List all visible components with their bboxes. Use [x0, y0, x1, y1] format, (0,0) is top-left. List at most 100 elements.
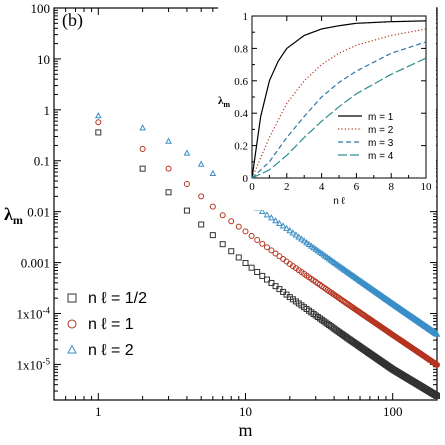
- inset-x-axis-label: n ℓ: [333, 196, 345, 207]
- data-point: [254, 236, 261, 243]
- data-point: [268, 247, 275, 254]
- data-point: [268, 214, 275, 221]
- data-point: [342, 267, 350, 274]
- data-point: [286, 226, 294, 234]
- data-point: [198, 221, 205, 228]
- data-point: [165, 137, 172, 144]
- data-point: [209, 203, 216, 210]
- data-point: [263, 211, 271, 218]
- data-point: [295, 233, 303, 240]
- inset-plot: 0 2 4 6 8 10 0 0.2 0.4 0.6 0.8 1 λm n ℓ m = 1 m = 2 m = …: [218, 4, 436, 210]
- data-point: [345, 268, 352, 276]
- legend-label: n ℓ = 1: [88, 316, 134, 333]
- inset-legend-label: m = 3: [368, 138, 394, 149]
- inset-y-tick-label: 0.8: [234, 43, 248, 55]
- data-point: [259, 272, 266, 279]
- data-point: [341, 266, 348, 273]
- data-point: [272, 250, 279, 257]
- x-tick-label: 10: [239, 404, 252, 419]
- inset-legend-label: m = 2: [368, 125, 394, 136]
- y-tick-label: 1x10-5: [17, 356, 51, 372]
- data-point: [183, 180, 190, 187]
- data-point: [343, 267, 351, 275]
- data-point: [219, 212, 226, 219]
- data-point: [198, 193, 205, 200]
- inset-x-tick-label: 2: [284, 181, 290, 193]
- data-point: [351, 273, 358, 280]
- data-point: [95, 119, 102, 126]
- data-point: [347, 270, 355, 277]
- data-point: [276, 219, 283, 226]
- data-point: [235, 254, 242, 261]
- data-point: [248, 264, 255, 271]
- data-point: [264, 244, 271, 251]
- data-point: [165, 189, 172, 196]
- data-point: [434, 361, 440, 368]
- data-point: [283, 224, 290, 231]
- inset-legend-label: m = 4: [368, 151, 394, 162]
- inset-y-tick-label: 0.4: [234, 108, 248, 120]
- data-point: [292, 231, 300, 238]
- inset-background: [218, 4, 436, 210]
- data-point: [95, 129, 102, 136]
- data-point: [254, 268, 261, 275]
- inset-y-axis-label: λm: [218, 95, 230, 109]
- data-point: [242, 260, 249, 267]
- data-point: [433, 330, 441, 337]
- data-point: [183, 207, 190, 214]
- series-square-markers: [95, 129, 440, 399]
- data-point: [346, 269, 353, 277]
- data-point: [235, 223, 242, 230]
- data-point: [259, 240, 266, 247]
- legend-marker: [67, 319, 77, 329]
- data-point: [279, 222, 287, 229]
- data-point: [352, 273, 359, 281]
- inset-series-line: [251, 57, 427, 179]
- x-tick-label: 1: [95, 404, 102, 419]
- panel-label: (b): [62, 10, 83, 31]
- y-tick-label: 10: [37, 52, 50, 67]
- inset-x-tick-label: 6: [354, 181, 360, 193]
- data-point: [248, 232, 255, 239]
- data-point: [349, 272, 357, 279]
- inset-y-tick-label: 0: [243, 173, 249, 185]
- data-point: [228, 248, 235, 255]
- data-point: [305, 240, 313, 247]
- x-axis-label: m: [238, 420, 252, 440]
- series-triangle-markers: [94, 112, 441, 337]
- legend-label: n ℓ = 1/2: [88, 290, 147, 307]
- inset-x-tick-label: 10: [421, 181, 433, 193]
- data-point: [289, 229, 297, 236]
- inset-y-tick-label: 0.2: [234, 141, 248, 153]
- data-point: [298, 235, 305, 242]
- data-point: [307, 242, 315, 249]
- data-point: [183, 149, 191, 156]
- data-point: [209, 232, 216, 239]
- y-axis-label: λm: [4, 204, 23, 227]
- data-point: [303, 238, 310, 246]
- data-point: [264, 276, 271, 283]
- data-point: [258, 207, 266, 215]
- y-tick-label: 100: [31, 1, 51, 16]
- legend-label: n ℓ = 2: [88, 342, 134, 359]
- data-point: [348, 271, 356, 278]
- data-point: [165, 165, 172, 172]
- inset-x-tick-label: 0: [249, 181, 255, 193]
- y-tick-label: 0.1: [34, 154, 50, 169]
- data-point: [339, 265, 347, 272]
- data-point: [272, 217, 279, 224]
- series-circle-markers: [95, 119, 440, 368]
- legend-marker: [67, 293, 77, 303]
- data-point: [139, 146, 146, 153]
- inset-x-tick-label: 8: [388, 181, 394, 193]
- y-tick-label: 1x10-4: [17, 305, 51, 321]
- data-point: [139, 124, 146, 131]
- inset-legend-label: m = 1: [368, 112, 394, 123]
- y-tick-label: 0.001: [21, 256, 50, 271]
- inset-y-tick-label: 0.6: [234, 76, 248, 88]
- legend-marker: [67, 344, 77, 354]
- y-tick-label: 1: [44, 103, 51, 118]
- inset-x-tick-label: 4: [319, 181, 325, 193]
- inset-series-line: [251, 20, 427, 179]
